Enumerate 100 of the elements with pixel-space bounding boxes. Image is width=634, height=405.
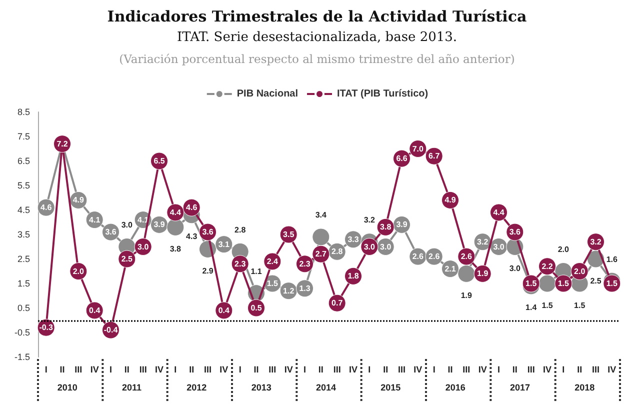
data-label: 1.5: [574, 300, 586, 310]
x-tick-label: I: [562, 364, 565, 374]
data-label: 2.0: [574, 266, 586, 276]
data-label: 1.1: [250, 267, 262, 276]
y-tick-label: 1.5: [17, 278, 30, 288]
y-tick-label: 2.5: [17, 254, 30, 264]
text: 2012: [186, 382, 207, 392]
data-label: 1.5: [606, 279, 618, 288]
x-tick-label: III: [398, 364, 406, 374]
text: 2014: [316, 382, 336, 392]
data-label: 2.9: [202, 266, 214, 276]
data-label: 3.0: [509, 264, 522, 273]
data-label: 3.6: [202, 228, 214, 237]
chart-subtitle: ITAT. Serie desestacionalizada, base 2013.: [176, 30, 458, 45]
data-label: 1.8: [348, 272, 360, 281]
text: 2017: [510, 382, 530, 392]
legend-label: ITAT (PIB Turístico): [337, 88, 428, 100]
x-tick-label: III: [527, 364, 535, 374]
data-label: 3.4: [315, 210, 328, 220]
point: [538, 274, 556, 292]
data-label: 2.0: [558, 245, 570, 254]
data-label: -0.3: [39, 323, 54, 332]
x-tick-label: IV: [608, 364, 616, 374]
data-label: 2.6: [428, 252, 440, 262]
x-tick-label: IV: [542, 364, 552, 374]
text: 2015: [380, 382, 401, 392]
x-tick-label: III: [139, 364, 147, 374]
x-tick-label: I: [303, 364, 306, 374]
x-tick-label: IV: [478, 364, 487, 374]
data-label: 4.9: [72, 196, 85, 205]
data-label: 6.5: [154, 156, 166, 166]
data-label: 2.8: [234, 225, 246, 234]
data-label: 1.9: [460, 290, 473, 300]
x-tick-label: II: [124, 364, 130, 374]
data-label: 7.0: [412, 144, 424, 154]
x-tick-label: I: [109, 364, 112, 374]
data-label: 1.9: [477, 269, 489, 278]
x-tick-label: III: [333, 364, 341, 374]
text: 2018: [574, 382, 595, 392]
x-tick-label: I: [497, 364, 500, 374]
data-label: 1.5: [526, 279, 538, 288]
data-label: 2.3: [299, 259, 311, 268]
data-label: 2.1: [444, 264, 456, 274]
x-tick-label: I: [432, 364, 436, 374]
data-label: 2.4: [266, 256, 279, 266]
data-label: 2.0: [72, 266, 85, 276]
y-tick-label: 4.5: [17, 205, 30, 215]
x-tick-label: III: [204, 364, 212, 374]
x-tick-label: I: [174, 364, 177, 374]
data-label: 4.9: [444, 196, 456, 205]
data-label: 4.4: [493, 208, 505, 217]
y-tick-label: 5.5: [17, 180, 30, 190]
data-label: 1.2: [283, 286, 295, 296]
data-label: 1.5: [542, 300, 554, 310]
data-label: 3.0: [493, 242, 505, 252]
x-tick-label: III: [74, 364, 82, 374]
data-label: 1.3: [299, 284, 311, 293]
x-tick-label: IV: [154, 364, 164, 374]
text: 2010: [57, 382, 78, 392]
data-label: 3.1: [218, 240, 230, 249]
data-label: 3.0: [364, 242, 376, 252]
data-label: 4.3: [186, 232, 198, 242]
data-label: 4.1: [89, 215, 101, 224]
data-label: 3.9: [396, 220, 408, 230]
data-label: -0.4: [104, 326, 118, 335]
x-tick-label: II: [577, 364, 582, 374]
data-label: 1.5: [266, 279, 279, 288]
data-label: 6.7: [428, 152, 440, 161]
x-tick-label: II: [512, 364, 518, 374]
x-tick-label: I: [238, 364, 242, 374]
data-label: 4.6: [186, 203, 198, 212]
x-tick-label: I: [368, 364, 371, 374]
point: [458, 264, 476, 282]
x-tick-label: II: [189, 364, 194, 374]
x-tick-label: II: [448, 364, 453, 374]
data-label: 1.6: [606, 254, 618, 264]
legend-label: PIB Nacional: [236, 88, 298, 100]
y-tick-label: 8.5: [17, 107, 30, 117]
point: [312, 228, 330, 246]
data-label: 2.8: [332, 247, 344, 256]
point: [166, 218, 184, 236]
x-tick-label: III: [592, 364, 600, 374]
data-label: 1.5: [558, 279, 570, 288]
y-tick-label: 6.5: [17, 156, 30, 166]
data-label: 3.9: [154, 220, 166, 230]
data-label: 3.8: [380, 222, 392, 232]
text: (Variación porcentual respecto al mismo trimestre del año anterior): [119, 52, 515, 66]
data-label: 2.2: [542, 262, 554, 271]
data-label: 2.5: [121, 254, 134, 264]
x-tick-label: II: [383, 364, 388, 374]
x-tick-label: I: [44, 364, 48, 374]
data-label: 1.4: [526, 303, 538, 312]
data-label: 6.6: [396, 154, 408, 164]
data-label: 3.0: [121, 220, 134, 230]
data-label: 2.7: [315, 250, 328, 259]
x-tick-label: II: [318, 364, 324, 374]
y-tick-label: 0.5: [17, 303, 30, 313]
x-tick-label: IV: [284, 364, 293, 374]
data-label: 0.7: [332, 298, 344, 308]
data-label: 0.5: [250, 304, 262, 312]
